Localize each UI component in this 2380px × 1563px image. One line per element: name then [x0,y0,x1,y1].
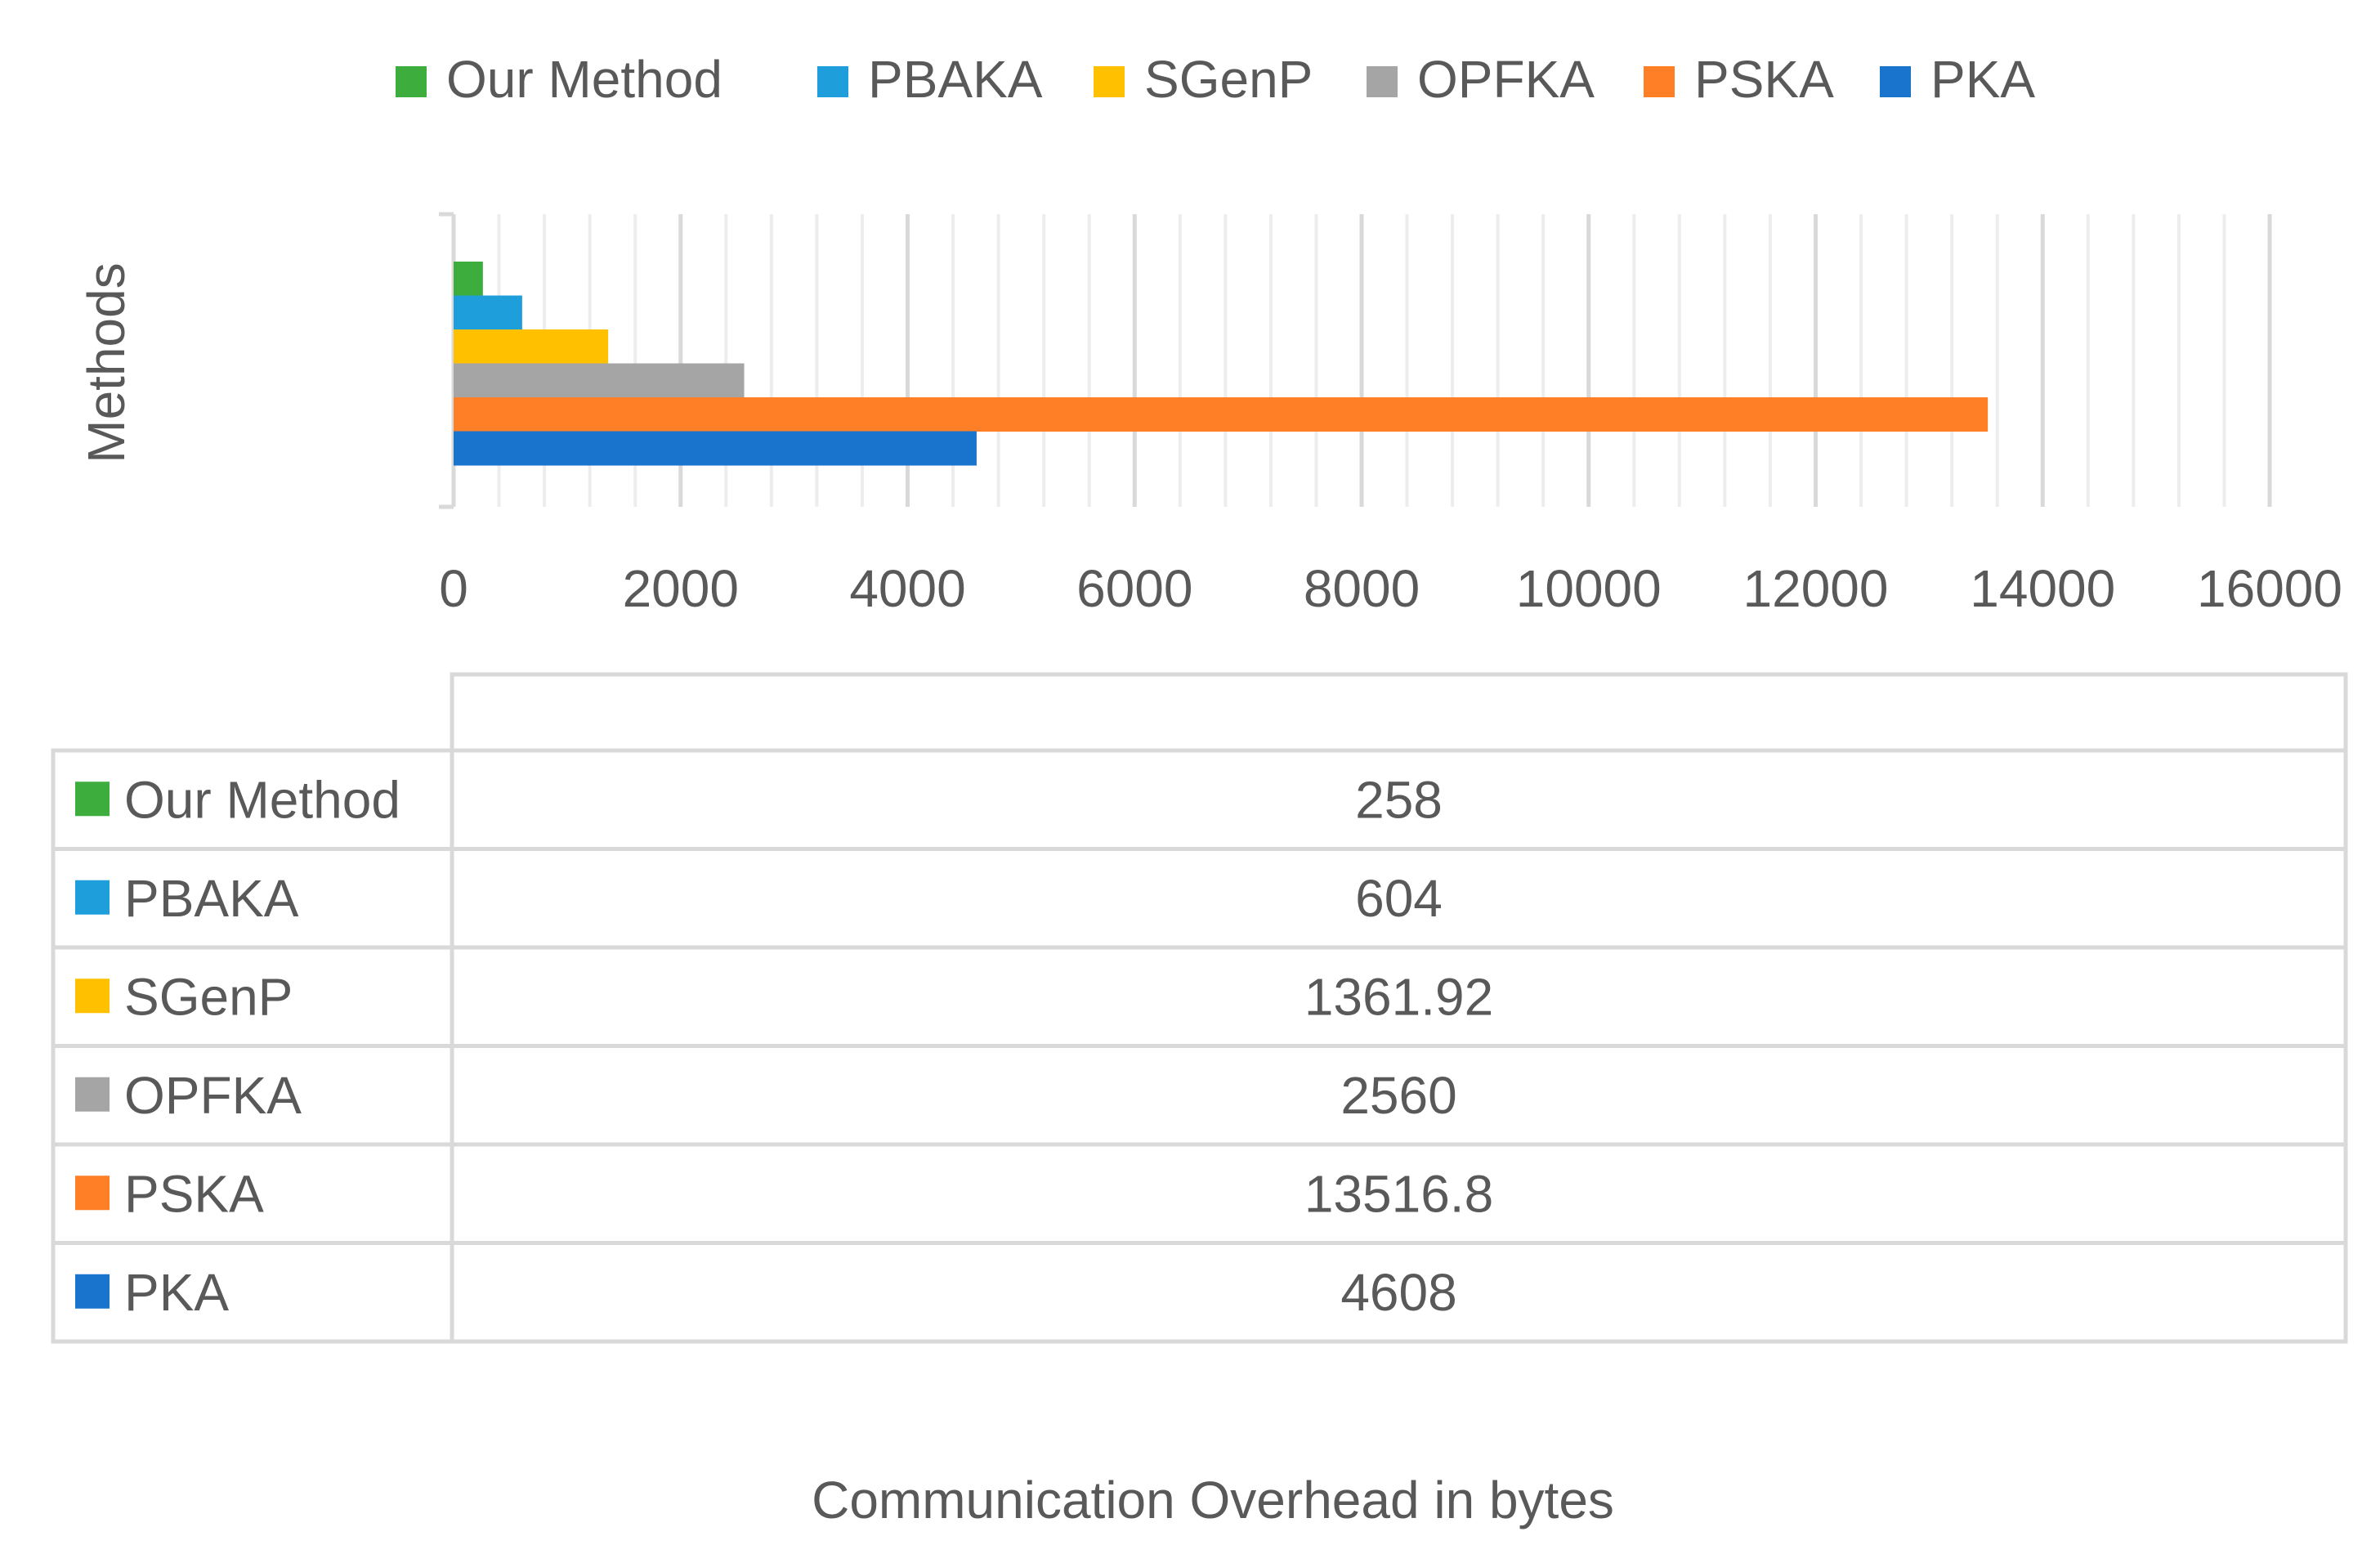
table-row: PSKA 13516.8 [75,1164,1493,1223]
table-legend-key [75,1274,110,1309]
table-row: PKA 4608 [75,1263,1457,1322]
table-header-cell [450,672,2348,753]
table-legend-key [75,1176,110,1211]
legend-swatch [1367,66,1398,97]
x-tick-labels: 0 2000 4000 6000 8000 10000 12000 14000 16000 [439,559,2342,618]
legend-item: Our Method [396,50,722,109]
table-row: PBAKA 604 [75,869,1443,928]
x-tick-label: 8000 [1304,559,1420,618]
legend-label: SGenP [1144,50,1313,109]
legend-swatch [1880,66,1911,97]
legend-label: PKA [1930,50,2035,109]
table-value: 604 [1355,869,1443,928]
legend-item: PKA [1880,50,2035,109]
y-axis [439,212,456,509]
legend-swatch [396,66,427,97]
legend-label: PBAKA [868,50,1043,109]
legend-item: PSKA [1644,50,1834,109]
table-value: 1361.92 [1304,967,1493,1026]
x-tick-label: 6000 [1076,559,1192,618]
x-axis-title-group: Communication Overhead in bytes [812,1471,1614,1529]
x-tick-label: 10000 [1516,559,1662,618]
table-row: SGenP 1361.92 [75,967,1493,1026]
bar-pska [454,397,1989,432]
x-tick-label: 4000 [849,559,965,618]
table-value: 2560 [1340,1066,1456,1125]
table-value: 258 [1355,770,1443,829]
y-axis-title-group: Methods [77,262,136,463]
table-row: Our Method 258 [75,770,1443,829]
table-series-name: OPFKA [124,1066,302,1125]
y-axis-title: Methods [77,262,136,463]
x-tick-label: 16000 [2197,559,2342,618]
table-legend-key [75,1077,110,1112]
bar-opfka [454,363,745,398]
table-legend-key [75,880,110,915]
legend-item: SGenP [1094,50,1313,109]
table-series-name: SGenP [124,967,293,1026]
x-tick-label: 0 [439,559,468,618]
bar-pbaka [454,295,522,330]
table-row: OPFKA 2560 [75,1066,1457,1125]
x-tick-label: 12000 [1743,559,1889,618]
table-series-name: PKA [124,1263,229,1322]
legend-swatch [817,66,848,97]
table-value: 13516.8 [1304,1164,1493,1223]
legend-item: OPFKA [1367,50,1595,109]
table-series-name: PBAKA [124,869,299,928]
legend-swatch [1644,66,1675,97]
legend-label: OPFKA [1417,50,1595,109]
table-value: 4608 [1340,1263,1456,1322]
table-series-name: PSKA [124,1164,264,1223]
x-tick-label: 2000 [623,559,739,618]
legend-item: PBAKA [817,50,1043,109]
table-series-name: Our Method [124,770,400,829]
data-table: Our Method 258 PBAKA 604 SGenP 1361.92 OPFKA 25… [51,672,2348,1344]
x-axis-title: Communication Overhead in bytes [812,1471,1614,1529]
legend: Our Method PBAKA SGenP OPFKA PSKA PKA [396,50,2035,109]
legend-swatch [1094,66,1125,97]
bars [454,262,1989,466]
gridlines [497,214,2272,507]
x-tick-label: 14000 [1970,559,2115,618]
legend-label: PSKA [1694,50,1834,109]
legend-label: Our Method [446,50,722,109]
table-legend-key [75,782,110,817]
bar-sgenp [454,329,609,364]
bar-our-method [454,262,483,296]
table-legend-key [75,979,110,1014]
bar-pka [454,431,977,466]
